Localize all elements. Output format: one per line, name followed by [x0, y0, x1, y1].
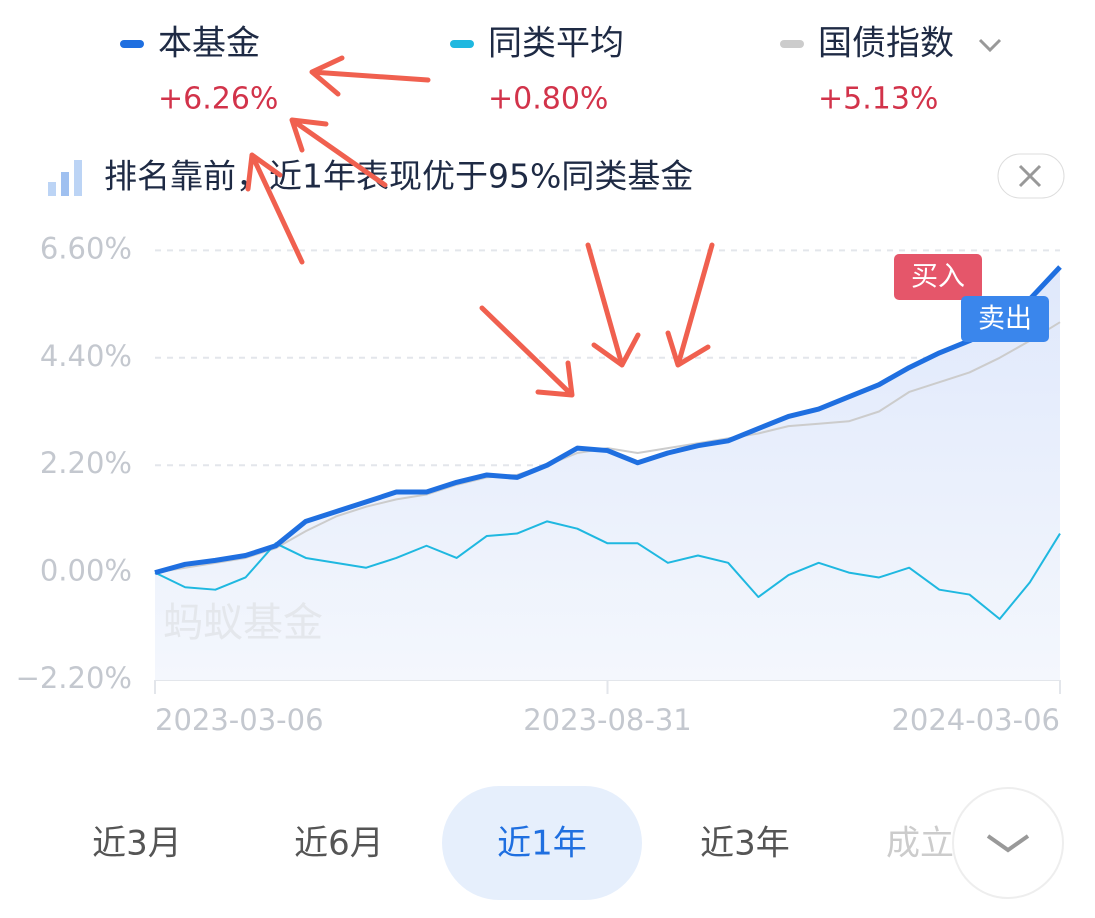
legend-name: 同类平均: [488, 24, 624, 64]
legend-name: 本基金: [158, 24, 260, 64]
series-line: [154, 520, 1061, 620]
expand-button[interactable]: [952, 787, 1064, 899]
legend-swatch: [120, 40, 144, 48]
sell-label: 卖出: [978, 304, 1032, 335]
banner-text: 排名靠前，近1年表现优于95%同类基金: [104, 157, 693, 196]
tab[interactable]: 近3年: [700, 824, 790, 864]
tab[interactable]: 近3月: [92, 824, 182, 864]
tab[interactable]: 近6月: [294, 824, 384, 864]
legend-change: +5.13%: [818, 82, 938, 117]
tab[interactable]: 近1年: [497, 824, 587, 864]
active-tab-bg: [442, 786, 642, 900]
y-tick-label: 6.60%: [40, 231, 132, 265]
series-line: [154, 265, 1062, 576]
x-tick-label: 2023-03-06: [155, 703, 324, 737]
legend-change: +0.80%: [488, 82, 608, 117]
chart: 6.60% 4.40% 2.20% 0.00% −2.20% 2023-03-06 2023…: [16, 231, 1062, 737]
y-tick-label: −2.20%: [16, 661, 132, 695]
dropdown-icon[interactable]: [978, 38, 1002, 53]
banner-icon: [48, 160, 82, 196]
sell-badge[interactable]: 卖出: [961, 296, 1049, 342]
legend-name: 国债指数: [818, 24, 954, 64]
x-tick-label: 2024-03-06: [891, 703, 1060, 737]
legend-change: +6.26%: [158, 82, 278, 117]
area-fill: [155, 267, 1060, 680]
annotation-arrows: [245, 55, 715, 398]
buy-label: 买入: [911, 262, 965, 293]
buy-badge[interactable]: 买入: [894, 254, 982, 300]
y-tick-label: 0.00%: [40, 554, 132, 588]
y-tick-label: 4.40%: [40, 339, 132, 373]
legend-swatch: [780, 40, 804, 48]
legend: 本基金 +6.26% 同类平均 +0.80% 国债指数 +5.13%: [120, 24, 954, 117]
watermark: 蚂蚁基金: [163, 600, 323, 646]
close-button[interactable]: [997, 153, 1065, 199]
tab[interactable]: 成立: [886, 824, 954, 864]
tab-bar: 近3月 近6月 近1年 近3年 成立: [92, 824, 954, 864]
y-tick-label: 2.20%: [40, 446, 132, 480]
x-tick-label: 2023-08-31: [523, 703, 692, 737]
legend-swatch: [450, 40, 474, 48]
